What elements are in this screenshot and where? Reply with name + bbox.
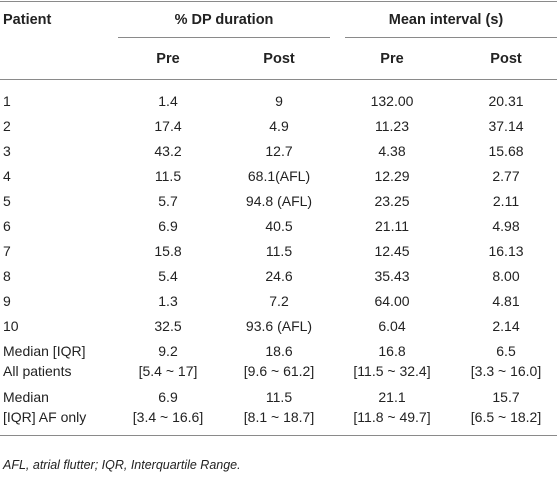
- summary-iqr: [5.4 ~ 17]: [138, 363, 198, 379]
- summary-label: Median [IQR]: [3, 343, 86, 359]
- mi-group-rule: [345, 37, 557, 38]
- table-row-patient: 2: [3, 118, 11, 134]
- header-dp-pre: Pre: [156, 51, 180, 67]
- table-row-dp-post: 40.5: [265, 218, 293, 234]
- header-mi-post: Post: [490, 51, 522, 67]
- summary-label: Median: [3, 389, 49, 405]
- table-row-patient: 6: [3, 218, 11, 234]
- table-row-mi-pre: 12.29: [374, 168, 410, 184]
- table-row-dp-post: 4.9: [269, 118, 289, 134]
- summary-label: [IQR] AF only: [3, 409, 87, 425]
- table-row-mi-post: 2.77: [492, 168, 520, 184]
- table-row-patient: 10: [3, 318, 19, 334]
- table-row-mi-pre: 64.00: [374, 293, 410, 309]
- summary-label: All patients: [3, 363, 72, 379]
- table-row-mi-pre: 4.38: [378, 143, 406, 159]
- summary-iqr: [11.8 ~ 49.7]: [353, 409, 431, 425]
- table-row-mi-pre: 12.45: [374, 243, 410, 259]
- summary-iqr: [9.6 ~ 61.2]: [243, 363, 315, 379]
- table-row-dp-pre: 11.5: [154, 168, 182, 184]
- table-row-dp-pre: 43.2: [154, 143, 182, 159]
- header-dp-duration: % DP duration: [174, 12, 274, 28]
- summary-median: 6.9: [158, 389, 178, 405]
- table-row-mi-pre: 23.25: [374, 193, 410, 209]
- table-row-dp-post: 11.5: [265, 243, 293, 259]
- summary-iqr: [6.5 ~ 18.2]: [470, 409, 542, 425]
- summary-median: 6.5: [496, 343, 516, 359]
- table-top-rule: [0, 1, 557, 2]
- table-row-dp-post: 9: [275, 93, 283, 109]
- table-row-patient: 9: [3, 293, 11, 309]
- table-row-dp-pre: 6.9: [158, 218, 178, 234]
- summary-iqr: [8.1 ~ 18.7]: [243, 409, 315, 425]
- table-row-dp-pre: 1.4: [158, 93, 178, 109]
- table-row-mi-pre: 35.43: [374, 268, 410, 284]
- table-row-mi-post: 4.98: [492, 218, 520, 234]
- table-row-mi-post: 2.11: [492, 193, 520, 209]
- summary-median: 16.8: [378, 343, 406, 359]
- table-row-dp-post: 94.8 (AFL): [245, 193, 313, 209]
- table-row-patient: 5: [3, 193, 11, 209]
- table-row-mi-post: 4.81: [492, 293, 520, 309]
- table-row-patient: 8: [3, 268, 11, 284]
- header-dp-post: Post: [263, 51, 295, 67]
- dp-group-rule: [118, 37, 330, 38]
- summary-median: 21.1: [378, 389, 406, 405]
- table-row-dp-post: 7.2: [269, 293, 289, 309]
- summary-iqr: [11.5 ~ 32.4]: [353, 363, 431, 379]
- table-row-dp-post: 93.6 (AFL): [245, 318, 313, 334]
- table-bottom-rule: [0, 435, 557, 436]
- table-row-mi-post: 20.31: [488, 93, 524, 109]
- table-row-dp-pre: 32.5: [154, 318, 182, 334]
- table-row-dp-pre: 5.4: [158, 268, 178, 284]
- summary-median: 11.5: [265, 389, 293, 405]
- summary-iqr: [3.3 ~ 16.0]: [470, 363, 542, 379]
- header-mi-pre: Pre: [380, 51, 404, 67]
- table-row-dp-post: 24.6: [265, 268, 293, 284]
- table-row-patient: 1: [3, 93, 11, 109]
- table-row-dp-post: 12.7: [265, 143, 293, 159]
- table-row-mi-pre: 11.23: [375, 118, 409, 134]
- table-row-mi-pre: 21.11: [375, 218, 409, 234]
- table-row-dp-pre: 17.4: [154, 118, 182, 134]
- table-row-patient: 4: [3, 168, 11, 184]
- table-row-dp-pre: 5.7: [158, 193, 178, 209]
- table-row-mi-post: 8.00: [492, 268, 520, 284]
- table-row-mi-pre: 6.04: [378, 318, 406, 334]
- header-bottom-rule: [0, 79, 557, 80]
- summary-median: 15.7: [492, 389, 520, 405]
- table-row-patient: 3: [3, 143, 11, 159]
- summary-median: 18.6: [265, 343, 293, 359]
- table-row-mi-post: 37.14: [488, 118, 524, 134]
- header-patient: Patient: [3, 12, 52, 28]
- table-row-patient: 7: [3, 243, 11, 259]
- table-row-mi-post: 15.68: [488, 143, 524, 159]
- table-row-dp-pre: 15.8: [154, 243, 182, 259]
- table-row-mi-pre: 132.00: [370, 93, 414, 109]
- summary-median: 9.2: [158, 343, 178, 359]
- table-row-dp-post: 68.1(AFL): [247, 168, 311, 184]
- table-row-mi-post: 2.14: [492, 318, 520, 334]
- table-row-dp-pre: 1.3: [158, 293, 178, 309]
- table-row-mi-post: 16.13: [488, 243, 524, 259]
- header-mean-interval: Mean interval (s): [388, 12, 504, 28]
- table-footnote: AFL, atrial flutter; IQR, Interquartile …: [3, 458, 241, 472]
- summary-iqr: [3.4 ~ 16.6]: [132, 409, 204, 425]
